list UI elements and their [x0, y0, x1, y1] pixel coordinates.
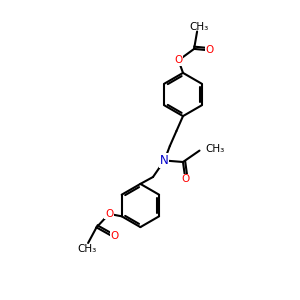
- Text: O: O: [206, 45, 214, 56]
- Text: CH₃: CH₃: [77, 244, 96, 254]
- Text: O: O: [181, 174, 190, 184]
- Text: O: O: [110, 231, 118, 241]
- Text: CH₃: CH₃: [205, 144, 224, 154]
- Text: O: O: [105, 209, 113, 219]
- Text: N: N: [160, 154, 169, 167]
- Text: O: O: [174, 55, 183, 65]
- Text: CH₃: CH₃: [190, 22, 209, 32]
